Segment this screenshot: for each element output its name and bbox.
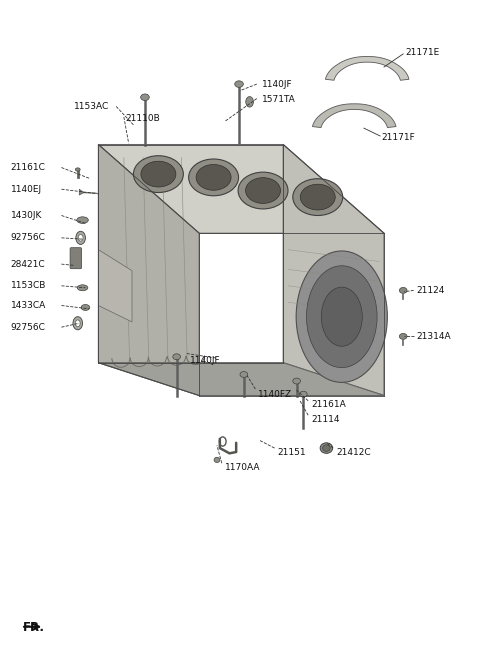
Polygon shape xyxy=(98,145,199,396)
Ellipse shape xyxy=(293,378,300,384)
Ellipse shape xyxy=(173,353,180,360)
Text: 1140JF: 1140JF xyxy=(190,355,220,365)
Text: 1140EJ: 1140EJ xyxy=(11,185,42,194)
Polygon shape xyxy=(325,57,409,80)
Text: 21151: 21151 xyxy=(277,447,306,457)
Text: 1140FZ: 1140FZ xyxy=(258,390,292,399)
Ellipse shape xyxy=(323,445,330,451)
Polygon shape xyxy=(283,145,384,396)
Ellipse shape xyxy=(75,168,80,171)
Ellipse shape xyxy=(196,164,231,191)
Ellipse shape xyxy=(133,156,183,193)
Ellipse shape xyxy=(399,288,407,293)
Ellipse shape xyxy=(240,372,248,377)
Ellipse shape xyxy=(77,285,88,290)
Ellipse shape xyxy=(77,217,88,223)
Text: 92756C: 92756C xyxy=(11,323,46,332)
Ellipse shape xyxy=(214,457,220,463)
Text: 21171F: 21171F xyxy=(382,133,415,143)
Ellipse shape xyxy=(306,265,377,368)
Ellipse shape xyxy=(296,251,387,382)
Polygon shape xyxy=(79,189,84,195)
Text: 1433CA: 1433CA xyxy=(11,301,46,310)
Text: 1153CB: 1153CB xyxy=(11,281,46,290)
Polygon shape xyxy=(312,104,396,127)
Ellipse shape xyxy=(399,334,407,340)
Text: 21114: 21114 xyxy=(311,415,339,424)
Ellipse shape xyxy=(141,94,149,101)
Text: 21314A: 21314A xyxy=(417,332,451,341)
Ellipse shape xyxy=(293,179,343,215)
Polygon shape xyxy=(98,363,384,396)
Text: 28421C: 28421C xyxy=(11,260,45,269)
Text: 21161A: 21161A xyxy=(311,399,346,409)
Ellipse shape xyxy=(235,81,243,87)
Ellipse shape xyxy=(320,443,333,453)
Text: FR.: FR. xyxy=(23,621,45,634)
Text: 1140JF: 1140JF xyxy=(262,79,292,89)
Circle shape xyxy=(78,235,83,241)
Ellipse shape xyxy=(300,391,307,397)
Ellipse shape xyxy=(321,287,362,346)
Circle shape xyxy=(75,320,80,327)
Ellipse shape xyxy=(189,159,239,196)
Text: 21124: 21124 xyxy=(417,286,445,295)
Text: 21171E: 21171E xyxy=(406,48,440,57)
Ellipse shape xyxy=(300,184,335,210)
Text: 1430JK: 1430JK xyxy=(11,211,42,220)
Ellipse shape xyxy=(238,172,288,209)
Circle shape xyxy=(73,317,83,330)
Text: 21412C: 21412C xyxy=(336,447,371,457)
Ellipse shape xyxy=(141,161,176,187)
Text: 21161C: 21161C xyxy=(11,163,46,172)
FancyBboxPatch shape xyxy=(70,248,82,269)
Text: 21110B: 21110B xyxy=(126,114,160,123)
Text: 1170AA: 1170AA xyxy=(225,463,260,472)
Ellipse shape xyxy=(246,177,280,204)
Polygon shape xyxy=(98,250,132,322)
Text: 92756C: 92756C xyxy=(11,233,46,242)
Circle shape xyxy=(76,231,85,244)
Circle shape xyxy=(246,97,253,107)
Text: 1153AC: 1153AC xyxy=(74,102,109,111)
Ellipse shape xyxy=(81,305,90,311)
Polygon shape xyxy=(98,145,384,233)
Text: 1571TA: 1571TA xyxy=(262,95,295,104)
